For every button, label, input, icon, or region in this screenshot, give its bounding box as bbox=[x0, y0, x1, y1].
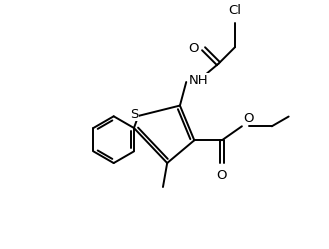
Text: O: O bbox=[188, 42, 199, 55]
Text: Cl: Cl bbox=[229, 4, 241, 17]
Text: O: O bbox=[243, 112, 253, 125]
Text: O: O bbox=[217, 169, 227, 182]
Text: NH: NH bbox=[189, 74, 209, 87]
Text: S: S bbox=[130, 108, 139, 121]
